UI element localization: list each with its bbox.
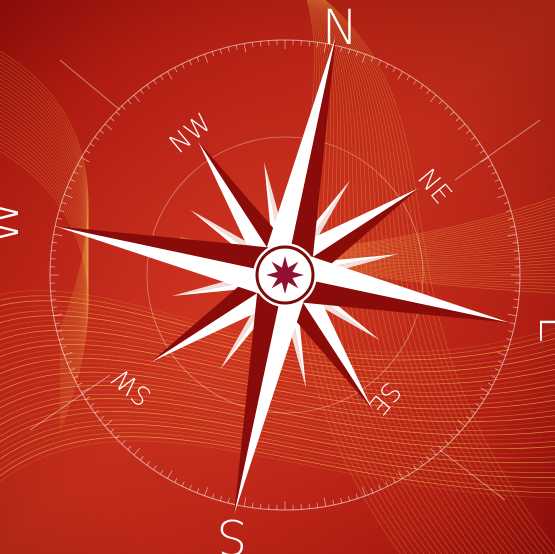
label-s: S — [217, 508, 247, 554]
rose-cardinal-ray — [234, 269, 311, 515]
rose-cardinal-ray — [259, 35, 336, 281]
center-star — [266, 256, 304, 294]
degree-ticks — [50, 40, 520, 510]
center-medallion — [253, 243, 317, 307]
rose-cardinal-ray — [55, 226, 291, 301]
diagonal-guides — [29, 59, 541, 501]
rose-cardinal-ray — [279, 249, 510, 323]
label-e: E — [528, 315, 555, 345]
label-n: N — [322, 0, 358, 56]
label-w: W — [0, 198, 30, 245]
